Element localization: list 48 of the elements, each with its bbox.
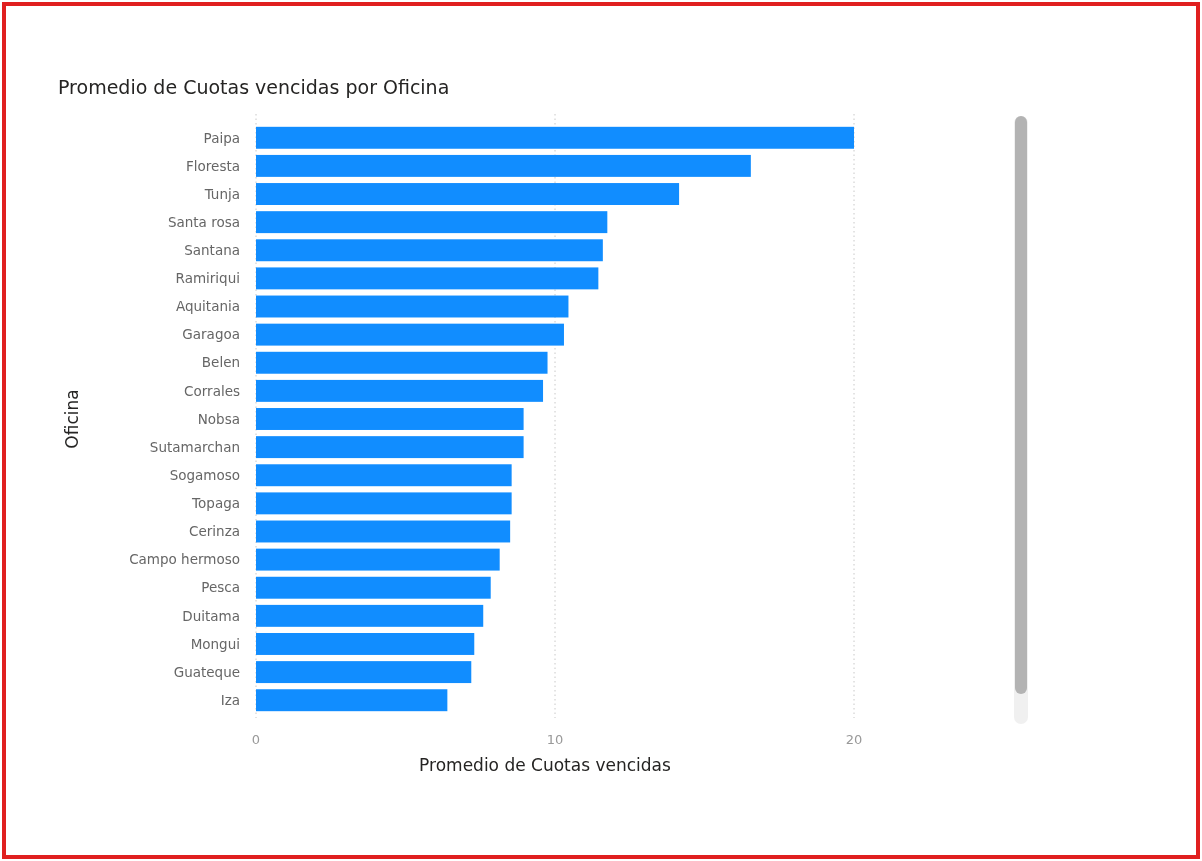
- bar: [256, 323, 564, 346]
- y-tick-label: Campo hermoso: [129, 551, 240, 568]
- y-tick-label: Belen: [201, 354, 240, 371]
- x-tick-label: 0: [251, 732, 261, 747]
- bar: [256, 436, 524, 459]
- chart-title: Promedio de Cuotas vencidas por Oficina: [58, 76, 450, 98]
- y-tick-label: Corrales: [184, 382, 240, 399]
- bar: [256, 689, 448, 712]
- bar: [256, 464, 512, 487]
- y-tick-label: Santana: [184, 241, 240, 258]
- y-axis-title: Oficina: [62, 389, 82, 449]
- y-tick-label: Pesca: [201, 579, 240, 596]
- bar: [256, 154, 751, 177]
- y-tick-label: Ramiriqui: [175, 270, 240, 287]
- bar: [256, 492, 512, 515]
- y-tick-label: Mongui: [190, 635, 240, 652]
- y-tick-label: Cerinza: [189, 523, 240, 540]
- bar: [256, 576, 491, 599]
- y-tick-label: Tunja: [203, 185, 240, 202]
- bar: [256, 126, 854, 149]
- y-tick-label: Sutamarchan: [149, 438, 240, 455]
- y-tick-label: Floresta: [186, 157, 240, 174]
- y-tick-label: Sogamoso: [169, 466, 240, 483]
- x-tick-label: 10: [546, 732, 564, 747]
- y-tick-label: Guateque: [173, 663, 240, 680]
- bar: [256, 633, 475, 655]
- y-tick-label: Iza: [220, 691, 240, 708]
- y-tick-label: Santa rosa: [167, 213, 240, 230]
- bar: [256, 604, 484, 627]
- bar: [256, 183, 680, 205]
- x-tick-label: 20: [845, 732, 863, 747]
- bar: [256, 548, 500, 571]
- bar: [256, 295, 569, 318]
- bar: [256, 267, 599, 290]
- bar: [256, 211, 608, 234]
- x-axis-title: Promedio de Cuotas vencidas: [419, 755, 672, 775]
- bar: [256, 408, 524, 430]
- y-tick-label: Topaga: [191, 495, 240, 512]
- y-tick-label: Garagoa: [182, 326, 240, 343]
- bar: [256, 379, 544, 402]
- bar: [256, 239, 603, 262]
- bar: [256, 661, 472, 684]
- y-tick-label: Aquitania: [175, 298, 240, 315]
- bar: [256, 351, 548, 374]
- y-tick-label: Paipa: [203, 129, 240, 146]
- y-tick-label: Duitama: [182, 607, 240, 624]
- y-tick-label: Nobsa: [197, 410, 240, 427]
- bar: [256, 520, 511, 543]
